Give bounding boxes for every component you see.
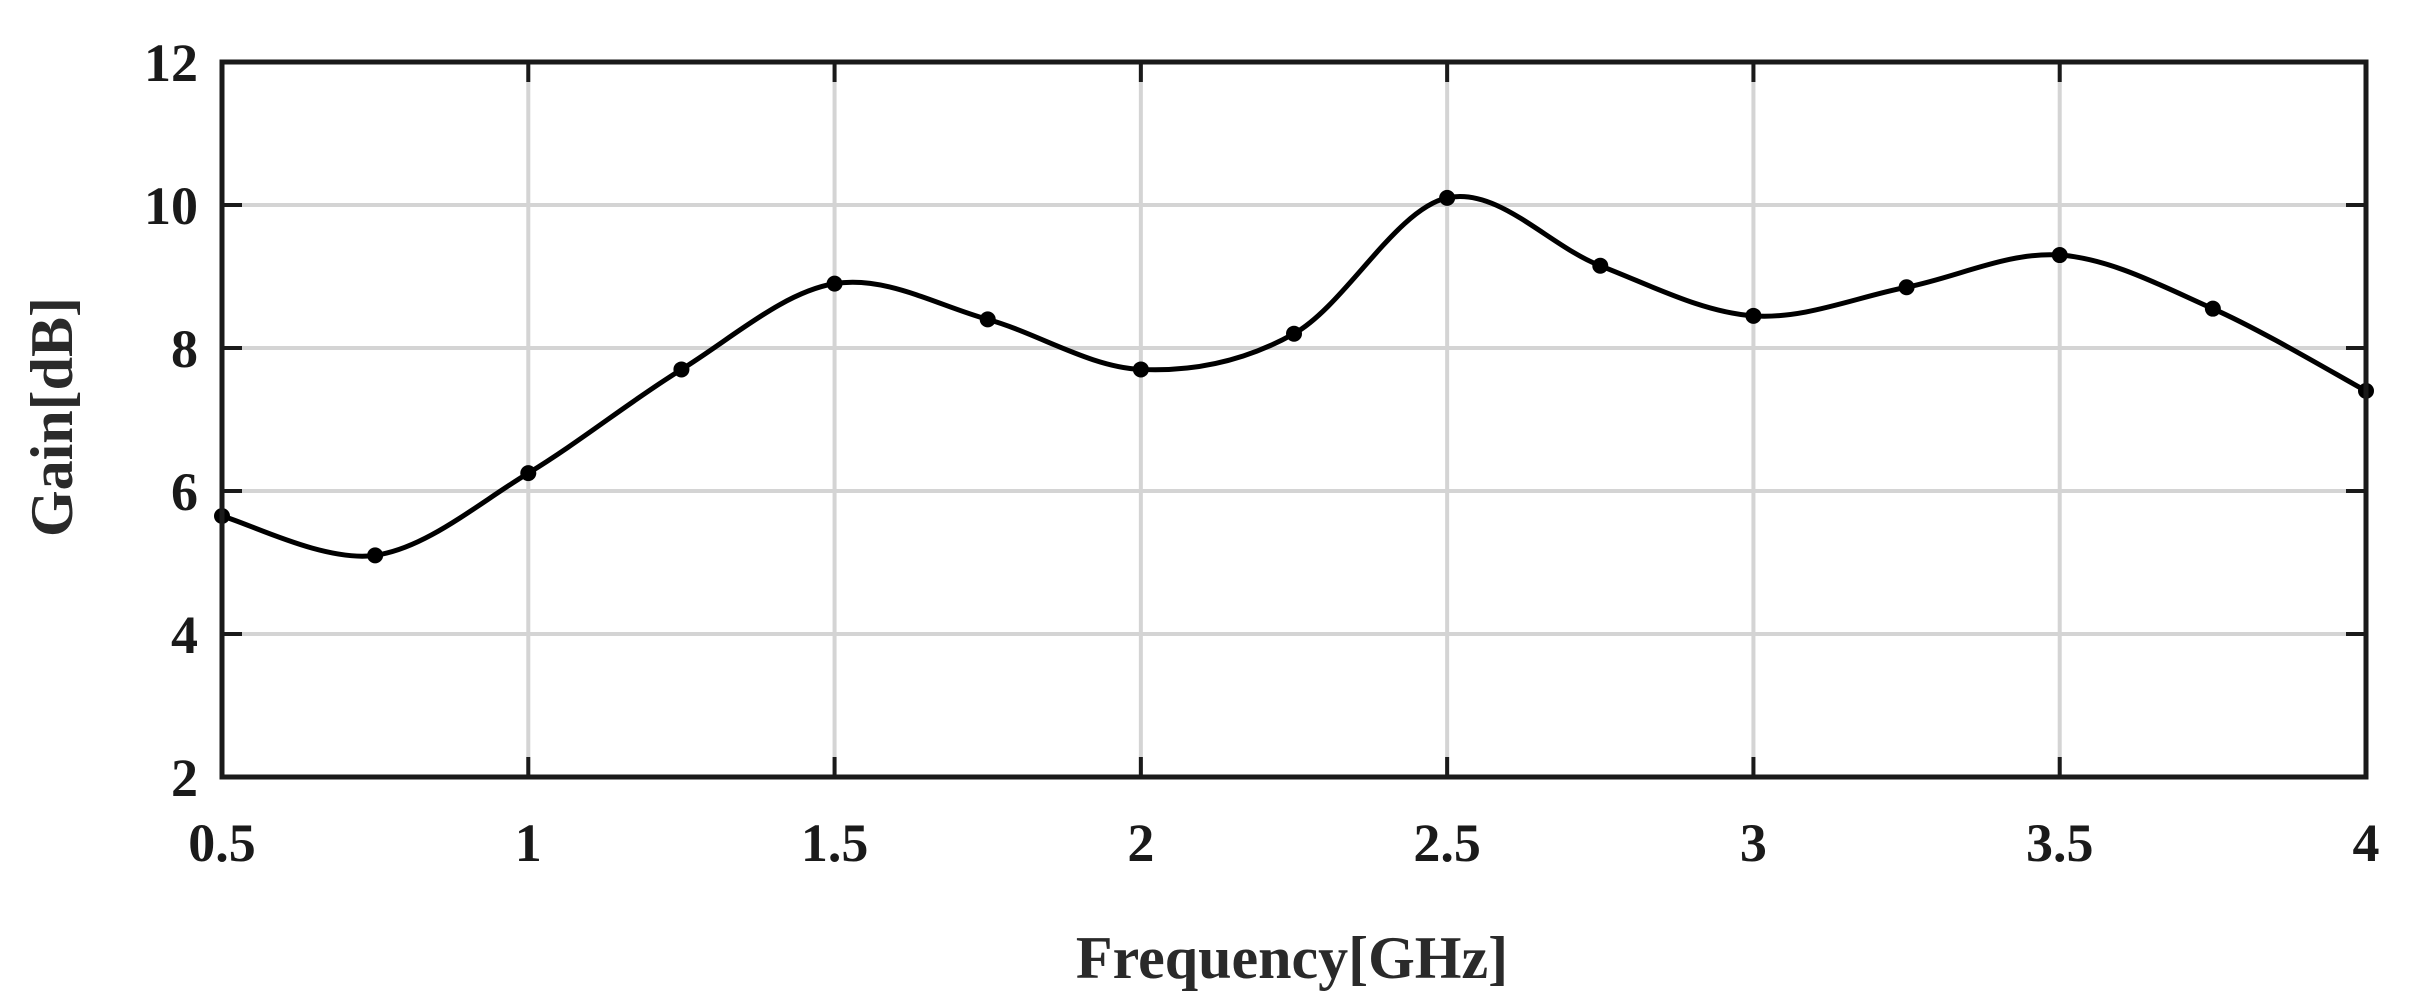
data-point: [1898, 279, 1915, 296]
data-point: [1132, 361, 1149, 378]
data-point: [1745, 307, 1762, 324]
x-tick-label: 1.5: [801, 813, 869, 873]
y-tick-label: 12: [144, 33, 198, 93]
data-point: [367, 547, 384, 564]
data-point: [1439, 189, 1456, 206]
grid: [222, 62, 2366, 777]
x-tick-label: 2.5: [1413, 813, 1481, 873]
x-tick-label: 4: [2353, 813, 2380, 873]
tick-labels: 0.5 1 1.5 2 2.5 3 3.5 4 2 4 6 8 10 12: [144, 33, 2380, 873]
x-tick-label: 0.5: [188, 813, 256, 873]
y-tick-label: 2: [171, 748, 198, 808]
y-tick-label: 10: [144, 176, 198, 236]
axes: [219, 59, 2369, 780]
x-tick-label: 2: [1127, 813, 1154, 873]
y-tick-label: 6: [171, 462, 198, 522]
data-point: [520, 465, 537, 482]
series-line: [221, 193, 2368, 559]
data-point: [979, 311, 996, 328]
x-tick-label: 1: [515, 813, 542, 873]
data-point: [826, 275, 843, 292]
y-tick-label: 4: [171, 605, 198, 665]
data-point: [673, 361, 690, 378]
series-layer: [214, 189, 2374, 564]
x-tick-label: 3.5: [2026, 813, 2094, 873]
x-tick-label: 3: [1740, 813, 1767, 873]
y-axis-title: Gain[dB]: [19, 297, 85, 537]
plot-frame: [219, 59, 2369, 780]
data-point: [2051, 247, 2068, 264]
data-point: [1592, 257, 1609, 274]
x-axis-title: Frequency[GHz]: [1076, 925, 1508, 991]
y-tick-label: 8: [171, 319, 198, 379]
data-point: [1286, 325, 1302, 342]
data-point: [2204, 300, 2221, 317]
